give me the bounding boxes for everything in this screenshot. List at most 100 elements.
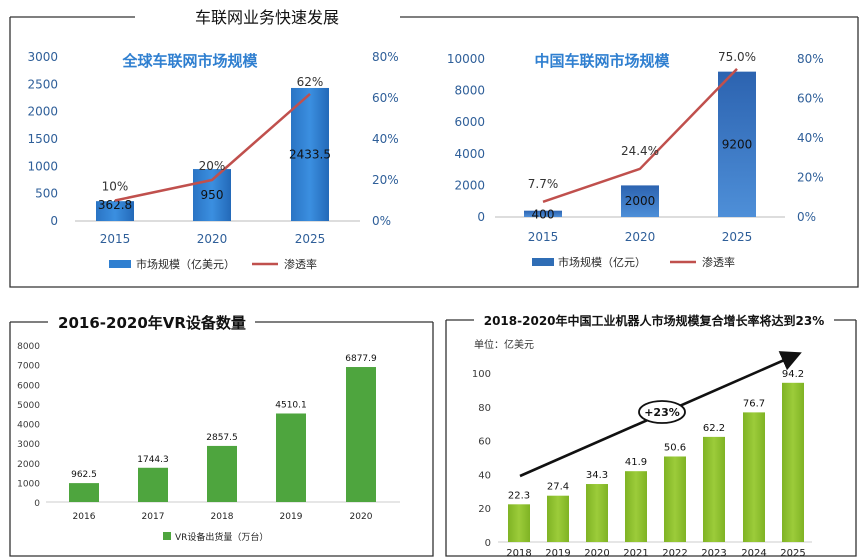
y-axis-left: 0 500 1000 1500 2000 2500 3000 xyxy=(27,50,58,228)
y-tick-label: 6000 xyxy=(454,115,485,129)
y-axis-left: 0 20 40 60 80 100 xyxy=(472,369,491,549)
y-tick-label: 2000 xyxy=(17,460,40,470)
x-tick-label: 2018 xyxy=(506,548,531,559)
x-tick-label: 2023 xyxy=(701,548,726,559)
bar xyxy=(96,201,134,221)
bar xyxy=(664,456,686,542)
x-tick-label: 2015 xyxy=(100,232,131,246)
data-label: 2000 xyxy=(625,194,656,208)
y-tick-label: 1500 xyxy=(27,132,58,146)
chart-title: 2018-2020年中国工业机器人市场规模复合增长率将达到23% xyxy=(484,313,825,328)
data-label: 94.2 xyxy=(782,369,804,380)
y-tick-label: 0 xyxy=(477,210,485,224)
bar-series: 22.3 27.4 34.3 41.9 50.6 62.2 76.7 94.2 xyxy=(508,369,804,542)
y-tick-label: 5000 xyxy=(17,401,40,411)
bar xyxy=(718,71,756,217)
y-tick-label: 100 xyxy=(472,369,491,380)
data-label: 34.3 xyxy=(586,470,608,481)
x-tick-label: 2016 xyxy=(73,512,96,522)
bar xyxy=(193,169,231,221)
chart-title: 全球车联网市场规模 xyxy=(121,52,258,70)
x-tick-label: 2015 xyxy=(528,230,559,244)
bar xyxy=(782,382,804,542)
data-label: 27.4 xyxy=(547,482,569,493)
y-tick-label: 1000 xyxy=(27,159,58,173)
bar xyxy=(625,471,647,542)
y-tick-label: 6000 xyxy=(17,381,40,391)
legend-label-bar: VR设备出货量（万台） xyxy=(175,531,268,543)
unit-label: 单位：亿美元 xyxy=(474,338,534,351)
top-panel-frame: 车联网业务快速发展 xyxy=(9,8,859,288)
y2-tick-label: 40% xyxy=(797,131,824,145)
y-tick-label: 80 xyxy=(478,403,491,414)
y-tick-label: 0 xyxy=(34,499,40,509)
series-line xyxy=(542,68,738,203)
x-tick-label: 2017 xyxy=(142,512,165,522)
y-tick-label: 20 xyxy=(478,504,491,515)
chart-vr: 0 1000 2000 3000 4000 5000 6000 7000 8000 962.5 1… xyxy=(17,342,400,543)
y-tick-label: 0 xyxy=(50,214,58,228)
data-label: 75.0% xyxy=(718,50,756,64)
data-label: 2857.5 xyxy=(206,433,238,443)
chart-global: 全球车联网市场规模 0 500 1000 1500 2000 2500 3000 0% 20%… xyxy=(27,50,398,271)
data-label: 4510.1 xyxy=(275,400,307,410)
legend: VR设备出货量（万台） xyxy=(163,531,268,543)
y2-tick-label: 80% xyxy=(372,50,399,64)
y-tick-label: 60 xyxy=(478,437,491,448)
x-tick-label: 2021 xyxy=(623,548,648,559)
y2-tick-label: 0% xyxy=(372,214,391,228)
chart-robot: 0 20 40 60 80 100 22.3 27.4 34.3 41.9 50.6 62.2 76.… xyxy=(472,351,812,559)
vr-panel-frame: 2016-2020年VR设备数量 xyxy=(9,314,434,557)
y-tick-label: 10000 xyxy=(447,52,485,66)
y-tick-label: 3000 xyxy=(27,50,58,64)
y2-tick-label: 40% xyxy=(372,132,399,146)
data-label: 41.9 xyxy=(625,457,647,468)
data-label: 362.8 xyxy=(98,198,132,212)
x-tick-label: 2025 xyxy=(722,230,753,244)
x-tick-label: 2020 xyxy=(625,230,656,244)
y-tick-label: 1000 xyxy=(17,479,40,489)
y-tick-label: 4000 xyxy=(454,147,485,161)
series-line xyxy=(114,92,311,202)
y-tick-label: 2000 xyxy=(454,178,485,192)
legend: 市场规模（亿元） 渗透率 xyxy=(532,255,735,269)
x-tick-label: 2024 xyxy=(741,548,766,559)
line-series: 7.7% 24.4% 75.0% xyxy=(528,50,756,203)
y-axis-left: 0 2000 4000 6000 8000 10000 xyxy=(447,52,485,224)
bar xyxy=(276,413,306,502)
legend: 市场规模（亿美元） 渗透率 xyxy=(109,257,317,271)
chart-title: 2016-2020年VR设备数量 xyxy=(58,314,246,332)
y-tick-label: 500 xyxy=(35,187,58,201)
legend-label-line: 渗透率 xyxy=(702,255,735,269)
x-tick-label: 2020 xyxy=(197,232,228,246)
data-label: 6877.9 xyxy=(345,354,377,364)
data-label: 76.7 xyxy=(743,398,765,409)
x-tick-label: 2018 xyxy=(211,512,234,522)
data-label: 400 xyxy=(532,208,555,222)
x-axis: 2018 2019 2020 2021 2022 2023 2024 2025 xyxy=(506,548,805,559)
bar xyxy=(703,436,725,542)
x-tick-label: 2020 xyxy=(584,548,609,559)
legend-label-bar: 市场规模（亿美元） xyxy=(136,257,235,271)
line-series: 10% 20% 62% xyxy=(102,75,324,202)
growth-annotation: +23% xyxy=(644,406,680,419)
bar xyxy=(207,445,237,502)
x-tick-label: 2020 xyxy=(350,512,373,522)
x-tick-label: 2019 xyxy=(545,548,570,559)
data-label: 9200 xyxy=(722,137,753,151)
bar-series: 400 2000 9200 xyxy=(524,71,756,222)
data-label: 24.4% xyxy=(621,144,659,158)
x-axis: 2016 2017 2018 2019 2020 xyxy=(73,512,373,522)
data-label: 62% xyxy=(297,75,324,89)
x-tick-label: 2025 xyxy=(295,232,326,246)
legend-swatch-bar xyxy=(163,532,171,540)
y2-tick-label: 80% xyxy=(797,52,824,66)
bar xyxy=(586,484,608,542)
robot-panel-frame: 2018-2020年中国工业机器人市场规模复合增长率将达到23% 单位：亿美元 xyxy=(445,313,857,557)
bar xyxy=(69,483,99,502)
data-label: 50.6 xyxy=(664,442,686,453)
bar-series: 962.5 1744.3 2857.5 4510.1 6877.9 xyxy=(69,354,377,502)
main-title: 车联网业务快速发展 xyxy=(195,8,339,27)
bar xyxy=(508,504,530,542)
